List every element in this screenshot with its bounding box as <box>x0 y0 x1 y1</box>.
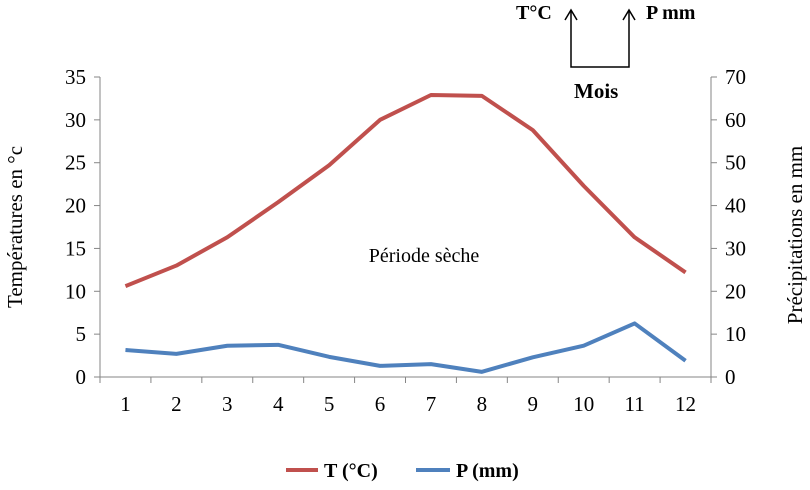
x-tick-label: 1 <box>120 392 131 416</box>
x-tick-label: 8 <box>477 392 488 416</box>
key-bracket <box>571 10 629 67</box>
x-tick-label: 12 <box>675 392 696 416</box>
y2-axis-label: Précipitations en mm <box>783 146 807 324</box>
y-tick-label: 5 <box>76 322 87 346</box>
y2-tick-label: 40 <box>725 194 746 218</box>
x-tick-label: 9 <box>528 392 539 416</box>
y-tick-label: 25 <box>65 151 86 175</box>
x-tick-label: 6 <box>375 392 386 416</box>
series-lines <box>125 95 685 372</box>
y-tick-label: 20 <box>65 194 86 218</box>
y2-tick-label: 0 <box>725 365 736 389</box>
key-temperature-label: T°C <box>516 2 552 24</box>
y-tick-label: 35 <box>65 65 86 89</box>
axes <box>94 77 717 383</box>
legend: T (°C) P (mm) <box>286 460 519 482</box>
series-line-1 <box>125 323 685 371</box>
y2-tick-label: 60 <box>725 108 746 132</box>
y-tick-label: 15 <box>65 236 86 260</box>
x-tick-label: 3 <box>222 392 233 416</box>
y2-tick-label: 30 <box>725 236 746 260</box>
y2-tick-label: 50 <box>725 151 746 175</box>
y-axis-label: Températures en °c <box>3 146 27 308</box>
x-tick-label: 11 <box>625 392 645 416</box>
x-tick-label: 5 <box>324 392 335 416</box>
x-tick-label: 10 <box>573 392 594 416</box>
legend-label-p: P (mm) <box>456 460 519 482</box>
legend-label-t: T (°C) <box>324 460 378 482</box>
axis-key-diagram: T°C P mm Mois <box>516 2 696 103</box>
x-tick-label: 4 <box>273 392 284 416</box>
y2-tick-label: 10 <box>725 322 746 346</box>
x-tick-label: 2 <box>171 392 182 416</box>
x-tick-label: 7 <box>426 392 437 416</box>
dry-period-annotation: Période sèche <box>369 245 480 267</box>
y2-tick-label: 20 <box>725 279 746 303</box>
y-tick-label: 30 <box>65 108 86 132</box>
key-precip-label: P mm <box>646 2 696 24</box>
key-month-label: Mois <box>574 79 618 103</box>
y-tick-label: 0 <box>76 365 87 389</box>
y2-tick-label: 70 <box>725 65 746 89</box>
y-tick-label: 10 <box>65 279 86 303</box>
